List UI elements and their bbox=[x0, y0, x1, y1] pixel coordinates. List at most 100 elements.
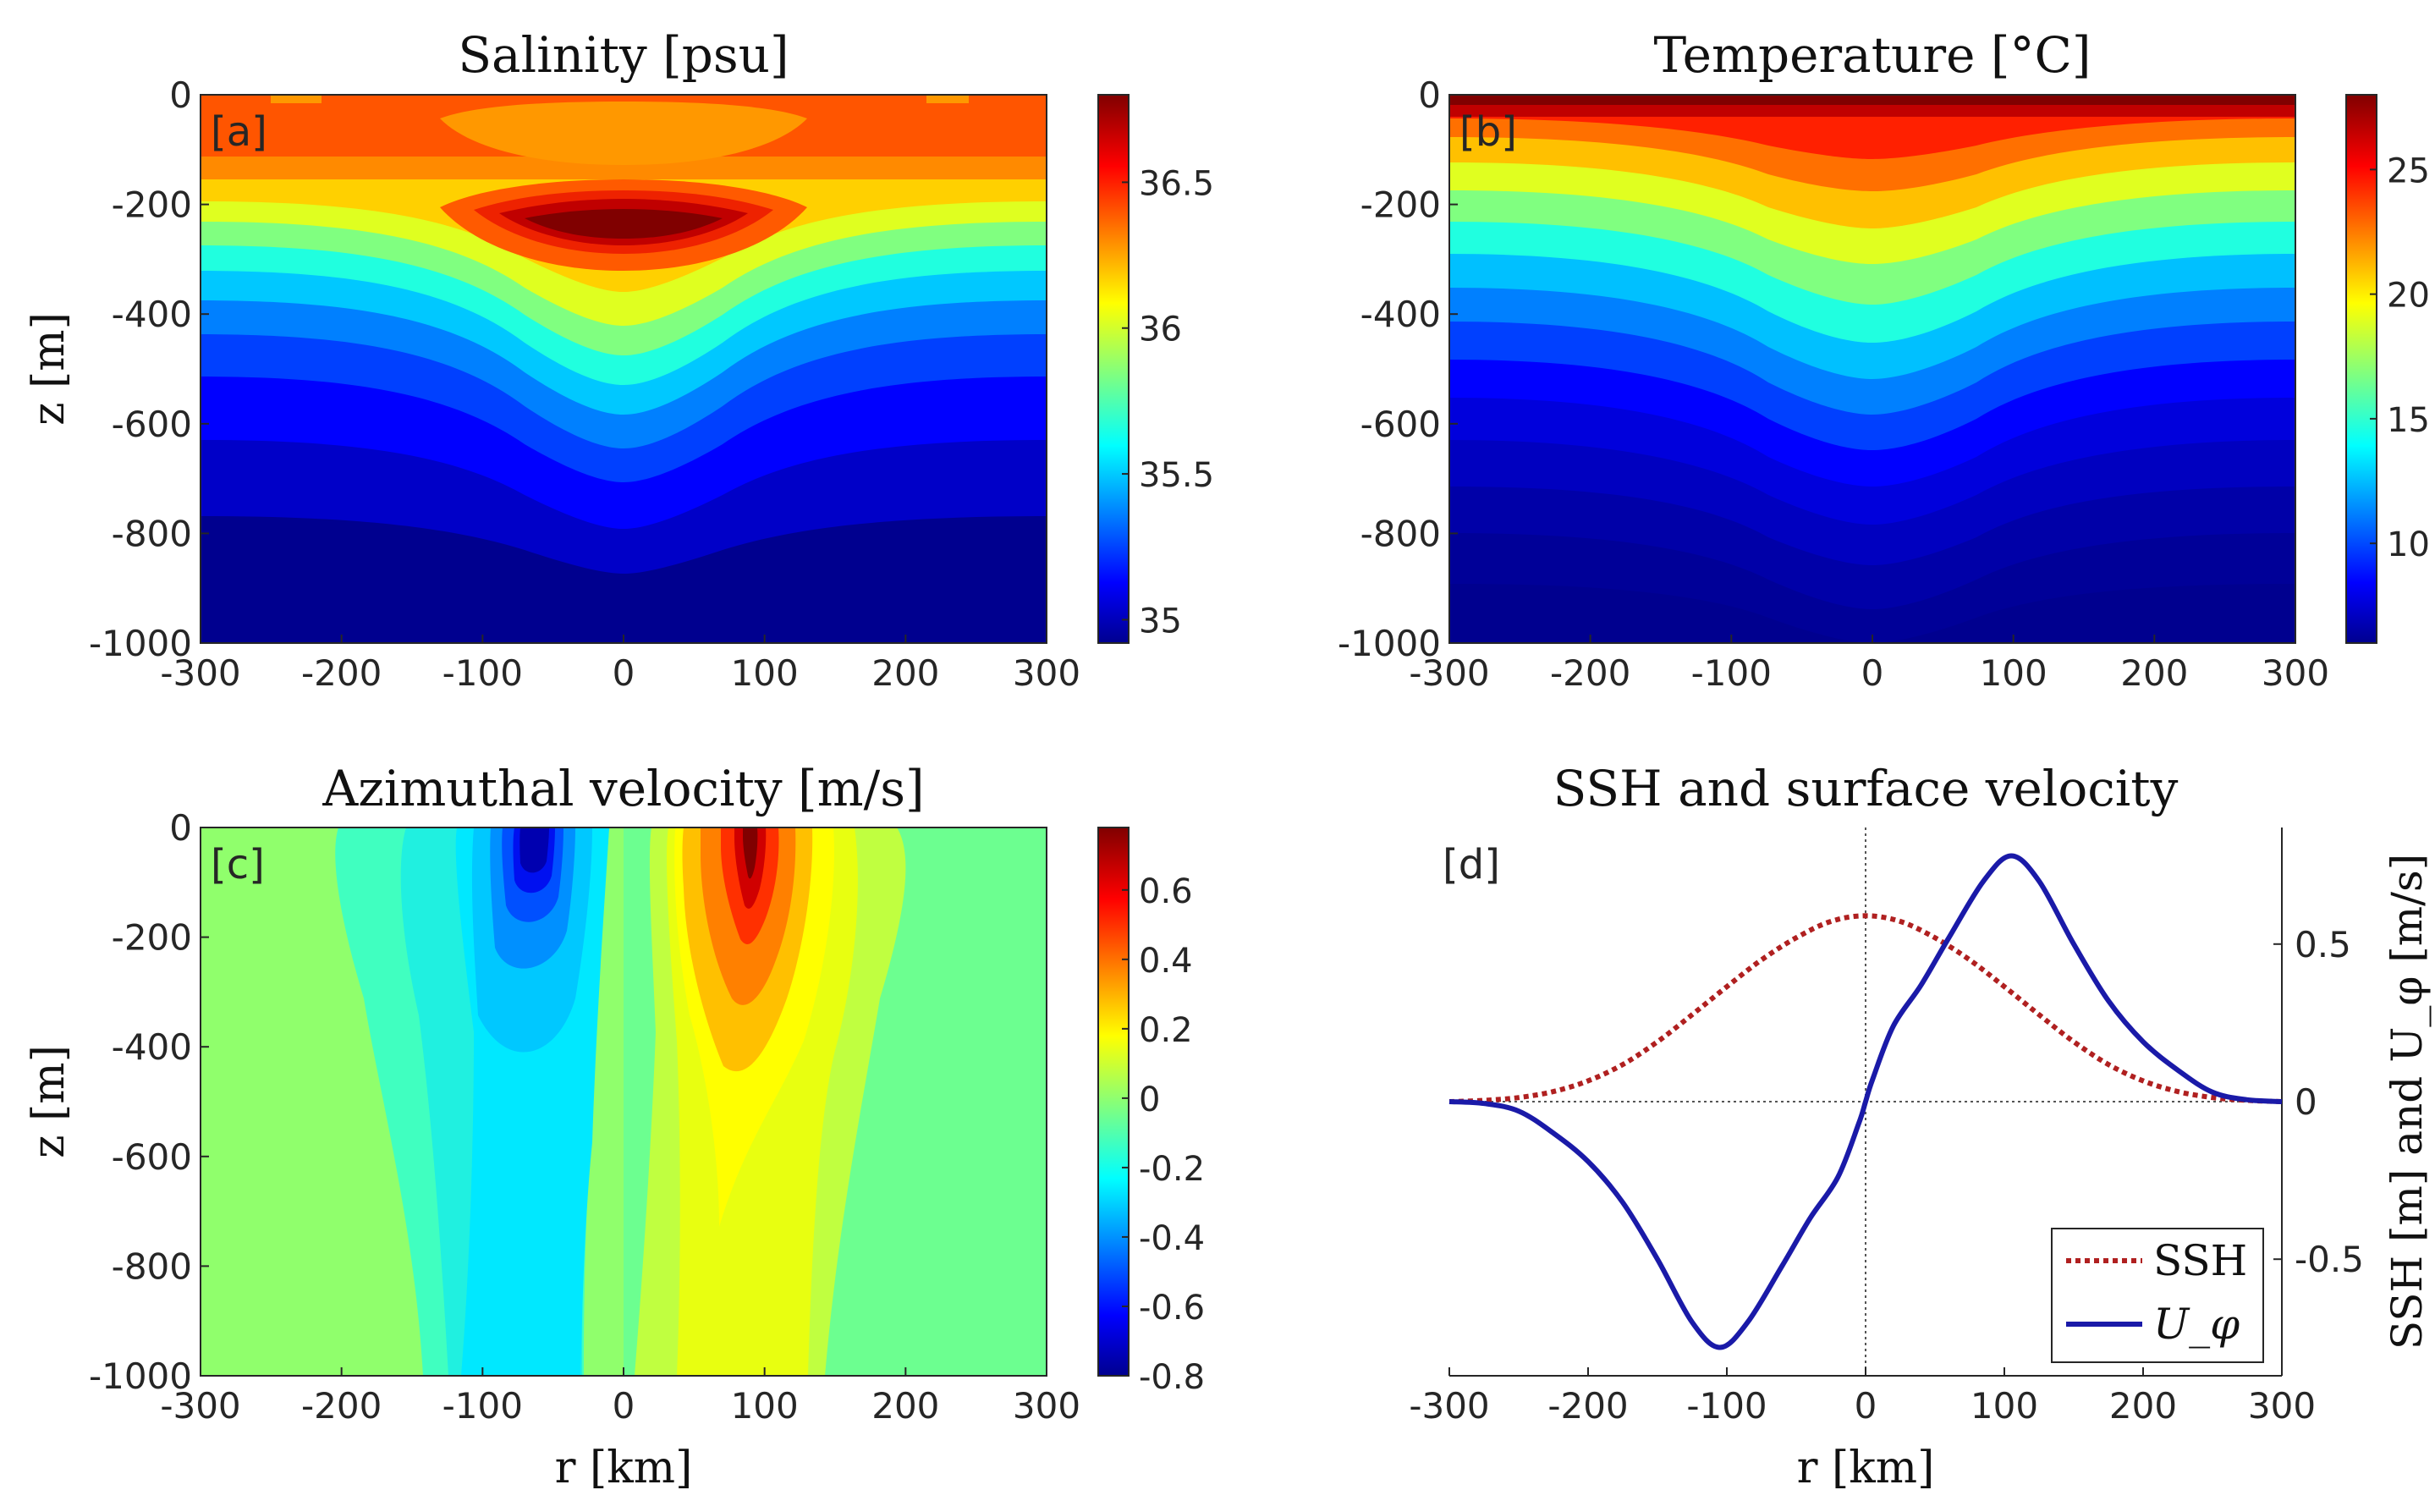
colorbar-b-frame bbox=[2345, 94, 2377, 644]
u-phi-line bbox=[1448, 853, 2283, 1350]
temperature-bands bbox=[1449, 95, 2295, 643]
axes-c-ticks: -300 -200 -100 0 100 200 3000-200-400-600-800-… bbox=[89, 807, 1080, 1427]
x-tick-label: 0 bbox=[1855, 1385, 1877, 1427]
ssh-line bbox=[1448, 913, 2283, 1104]
y-tick-label: 0 bbox=[2295, 1081, 2317, 1123]
x-tick-label: 300 bbox=[2248, 1385, 2316, 1427]
y-tick-label: -200 bbox=[112, 184, 192, 226]
x-tick-label: -300 bbox=[1409, 1385, 1489, 1427]
x-tick-label: 200 bbox=[871, 1385, 939, 1427]
panel-c-xlabel: r [km] bbox=[555, 1443, 693, 1493]
y-tick-label: 0 bbox=[169, 74, 192, 116]
panel-b-label: [b] bbox=[1459, 108, 1517, 156]
colorbar-c-ticks: -0.8 -0.6 -0.4 -0.2 0 0.2 0.4 0.6 bbox=[1122, 872, 1205, 1397]
x-tick-label: -200 bbox=[301, 652, 382, 694]
x-tick-label: -300 bbox=[1409, 652, 1489, 694]
x-tick-label: -100 bbox=[1686, 1385, 1767, 1427]
x-tick-label: 300 bbox=[1013, 1385, 1080, 1427]
panel-b-temperature: -300 -200 -100 0 100 200 3000-200-400-600-800-… bbox=[1338, 26, 2430, 694]
panel-c-ylabel: z [m] bbox=[24, 1045, 74, 1158]
colorbar-a-ticks: 35 35.5 36 36.5 bbox=[1122, 164, 1214, 641]
y-tick-label: -400 bbox=[112, 294, 192, 335]
colorbar-tick-label: 35.5 bbox=[1139, 456, 1214, 495]
x-tick-label: 200 bbox=[2109, 1385, 2177, 1427]
colorbar-tick-label: -0.6 bbox=[1139, 1289, 1205, 1328]
colorbar-tick-label: 0.4 bbox=[1139, 942, 1193, 981]
y-tick-label: 0 bbox=[169, 807, 192, 849]
panel-d-ylabel: SSH [m] and U_φ [m/s] bbox=[2383, 854, 2432, 1350]
colorbar-b-ticks: 10 15 20 25 bbox=[2370, 151, 2430, 564]
colorbar-tick-label: -0.8 bbox=[1139, 1358, 1205, 1397]
y-tick-label: -800 bbox=[112, 1245, 192, 1287]
panel-a-ylabel: z [m] bbox=[24, 312, 74, 426]
colorbar-tick-label: 36.5 bbox=[1139, 164, 1214, 203]
y-tick-label: -1000 bbox=[89, 1355, 192, 1397]
x-tick-label: -300 bbox=[160, 652, 240, 694]
panel-a-label: [a] bbox=[211, 108, 267, 156]
y-tick-label: 0.5 bbox=[2295, 924, 2351, 965]
panel-c-title: Azimuthal velocity [m/s] bbox=[322, 760, 924, 817]
x-tick-label: 200 bbox=[871, 652, 939, 694]
colorbar-tick-label: 20 bbox=[2387, 277, 2430, 316]
x-tick-label: -100 bbox=[442, 1385, 523, 1427]
legend-box bbox=[2051, 1228, 2264, 1363]
y-tick-label: -400 bbox=[1360, 294, 1441, 335]
panel-b-title: Temperature [°C] bbox=[1653, 26, 2091, 84]
panel-c-label: [c] bbox=[211, 841, 265, 888]
legend: SSH U_φ bbox=[2051, 1228, 2264, 1363]
colorbar-b bbox=[2346, 95, 2377, 643]
panel-a-salinity: -300 -200 -100 0 100 200 3000-200-400-600-800-… bbox=[24, 26, 1214, 694]
velocity-bands bbox=[201, 827, 1047, 1376]
x-tick-label: -200 bbox=[1547, 1385, 1628, 1427]
x-tick-label: -200 bbox=[301, 1385, 382, 1427]
x-tick-label: -200 bbox=[1550, 652, 1630, 694]
x-tick-label: 100 bbox=[731, 652, 799, 694]
colorbar-tick-label: 15 bbox=[2387, 401, 2430, 440]
x-tick-label: 100 bbox=[1971, 1385, 2038, 1427]
colorbar-a-frame bbox=[1097, 94, 1130, 644]
panel-d-label: [d] bbox=[1443, 841, 1500, 888]
salinity-bands bbox=[201, 95, 1047, 643]
y-tick-label: -600 bbox=[1360, 404, 1441, 445]
x-tick-label: 100 bbox=[731, 1385, 799, 1427]
y-tick-label: -400 bbox=[112, 1026, 192, 1068]
panel-d-xlabel: r [km] bbox=[1797, 1443, 1935, 1493]
axes-b-ticks: -300 -200 -100 0 100 200 3000-200-400-600-800-… bbox=[1338, 74, 2329, 694]
legend-u-label: U_φ bbox=[2153, 1300, 2240, 1349]
y-tick-label: -600 bbox=[112, 1136, 192, 1178]
axes-d-ticks: -300 -200 -100 0 100 200 300 0.5 0 -0.5 bbox=[1409, 924, 2364, 1427]
y-tick-label: 0 bbox=[1418, 74, 1441, 116]
y-tick-label: -1000 bbox=[1338, 623, 1441, 664]
axes-a-ticks: -300 -200 -100 0 100 200 3000-200-400-600-800-… bbox=[89, 74, 1080, 694]
colorbar-tick-label: 35 bbox=[1139, 602, 1182, 641]
colorbar-c-frame bbox=[1097, 827, 1130, 1377]
colorbar-tick-label: 25 bbox=[2387, 151, 2430, 190]
panel-c-velocity: -300 -200 -100 0 100 200 3000-200-400-600-800-… bbox=[24, 760, 1205, 1493]
colorbar-tick-label: 36 bbox=[1139, 311, 1182, 349]
x-tick-label: 100 bbox=[1980, 652, 2047, 694]
x-tick-label: 0 bbox=[613, 1385, 635, 1427]
panel-d-lines: -300 -200 -100 0 100 200 300 0.5 0 -0.5 SSH and s… bbox=[1409, 760, 2432, 1493]
y-tick-label: -800 bbox=[112, 513, 192, 554]
x-tick-label: -300 bbox=[160, 1385, 240, 1427]
x-tick-label: 300 bbox=[1013, 652, 1080, 694]
colorbar-tick-label: 0.2 bbox=[1139, 1011, 1193, 1050]
y-tick-label: -800 bbox=[1360, 513, 1441, 554]
y-tick-label: -600 bbox=[112, 404, 192, 445]
y-tick-label: -0.5 bbox=[2295, 1239, 2364, 1280]
panel-d-title: SSH and surface velocity bbox=[1553, 760, 2179, 817]
colorbar-tick-label: -0.4 bbox=[1139, 1219, 1205, 1258]
colorbar-tick-label: 0.6 bbox=[1139, 872, 1193, 911]
colorbar-tick-label: 10 bbox=[2387, 525, 2430, 564]
x-tick-label: 0 bbox=[613, 652, 635, 694]
panel-a-title: Salinity [psu] bbox=[458, 26, 789, 84]
y-tick-label: -200 bbox=[1360, 184, 1441, 226]
y-tick-label: -200 bbox=[112, 917, 192, 959]
x-tick-label: -100 bbox=[1691, 652, 1772, 694]
y-tick-label: -1000 bbox=[89, 623, 192, 664]
x-tick-label: 200 bbox=[2120, 652, 2188, 694]
x-tick-label: 300 bbox=[2262, 652, 2329, 694]
x-tick-label: -100 bbox=[442, 652, 523, 694]
x-tick-label: 0 bbox=[1861, 652, 1884, 694]
